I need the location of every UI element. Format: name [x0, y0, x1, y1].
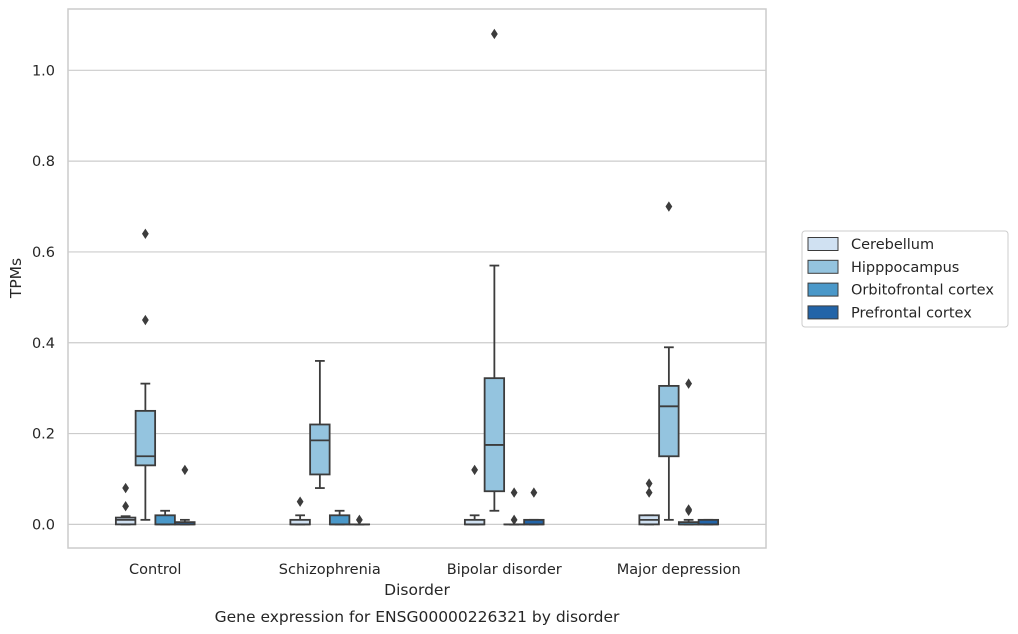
- box: [483, 28, 506, 512]
- outlier-point: [645, 487, 653, 498]
- box: [463, 464, 486, 526]
- outlier-point: [355, 514, 363, 526]
- box-body: [483, 377, 506, 493]
- plot-area-frame: [67, 8, 767, 549]
- outlier-point: [665, 201, 673, 212]
- box: [638, 478, 660, 526]
- outlier-point: [510, 487, 518, 498]
- outlier-point: [296, 496, 304, 507]
- series-cerebellum: [114, 464, 660, 526]
- outlier-point: [685, 504, 693, 515]
- box: [523, 487, 545, 526]
- y-tick-label: 0.0: [32, 517, 55, 533]
- outlier-point: [122, 482, 130, 494]
- legend-swatch: [807, 305, 839, 320]
- outlier-point: [181, 464, 189, 476]
- box-body: [134, 409, 157, 467]
- outlier-point: [471, 464, 479, 476]
- box-body: [154, 514, 176, 526]
- outlier-point: [141, 228, 149, 239]
- y-tick-label: 1.0: [32, 63, 55, 79]
- box-body: [309, 423, 331, 476]
- legend-frame: [801, 230, 1009, 328]
- box: [697, 518, 720, 526]
- x-tick-label: Schizophrenia: [279, 562, 381, 578]
- outlier-point: [685, 378, 693, 389]
- legend: Cerebellum Hipppocampus Orbitofrontal cort…: [801, 230, 1009, 328]
- legend-swatch: [807, 282, 839, 297]
- box: [677, 378, 700, 526]
- outlier-point: [122, 501, 130, 512]
- box-body: [328, 514, 351, 526]
- y-tick-label: 0.4: [32, 336, 55, 352]
- legend-swatch: [807, 259, 839, 274]
- x-tick-label: Major depression: [617, 562, 741, 578]
- figure-caption: Gene expression for ENSG00000226321 by d…: [215, 608, 620, 626]
- outlier-point: [645, 478, 653, 489]
- x-axis-ticks: Control Schizophrenia Bipolar disorder Majo…: [129, 562, 741, 578]
- y-tick-label: 0.2: [32, 427, 55, 443]
- legend-label: Orbitofrontal cortex: [851, 283, 994, 299]
- box: [289, 496, 311, 526]
- outlier-point: [490, 28, 498, 40]
- outlier-point: [510, 514, 518, 526]
- box: [309, 360, 331, 489]
- box: [134, 228, 157, 521]
- legend-swatch: [807, 237, 839, 251]
- box: [658, 201, 680, 521]
- box: [174, 464, 196, 526]
- outlier-point: [530, 487, 538, 498]
- box-body: [658, 384, 680, 458]
- y-axis-label: TPMs: [7, 258, 25, 299]
- series-prefrontal-cortex: [174, 464, 720, 526]
- y-axis-ticks: 0.0 0.2 0.4 0.6 0.8 1.0: [32, 63, 55, 533]
- x-axis-label: Disorder: [384, 581, 450, 599]
- box-body: [114, 516, 137, 526]
- y-tick-label: 0.6: [32, 245, 55, 261]
- box: [114, 482, 137, 526]
- x-tick-label: Control: [129, 562, 181, 578]
- series-orbitofrontal-cortex: [154, 378, 700, 526]
- outlier-point: [141, 314, 149, 326]
- box: [348, 514, 371, 526]
- legend-label: Prefrontal cortex: [851, 305, 972, 321]
- legend-label: Hipppocampus: [851, 260, 959, 276]
- box: [503, 487, 525, 526]
- box: [328, 509, 351, 526]
- box-series: [114, 28, 720, 526]
- series-hipppocampus: [134, 28, 680, 521]
- legend-label: Cerebellum: [851, 237, 934, 253]
- x-tick-label: Bipolar disorder: [447, 562, 562, 578]
- box: [154, 509, 176, 526]
- y-tick-label: 0.8: [32, 154, 55, 170]
